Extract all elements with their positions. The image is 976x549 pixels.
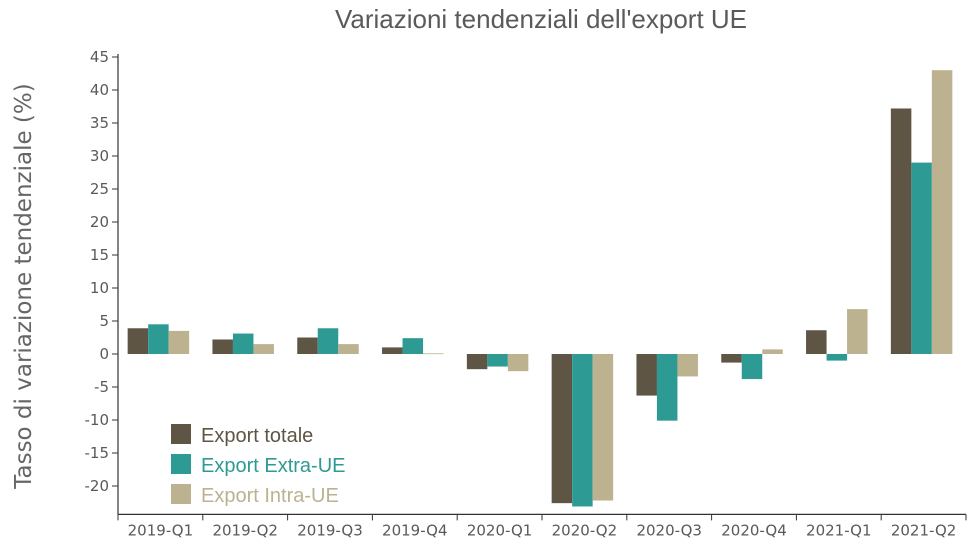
y-tick-label: 30 [90, 147, 109, 165]
chart-axes: -20 -15 -10 -5 0 5 10 15 20 25 30 35 40 45 2019-Q1 2019… [85, 48, 967, 539]
bar [382, 347, 403, 354]
y-tick-label: 20 [90, 213, 109, 231]
bar [212, 339, 233, 354]
y-tick-label: 40 [90, 81, 109, 99]
bar [741, 354, 763, 380]
bar [551, 354, 573, 504]
bar [890, 108, 912, 354]
y-tick-label: 15 [90, 246, 109, 264]
chart-title: Variazioni tendenziali dell'export UE [334, 4, 748, 34]
bar [636, 354, 657, 396]
y-tick-label: 25 [90, 180, 109, 198]
bar [402, 338, 424, 354]
bar [721, 354, 742, 363]
bar [931, 70, 953, 354]
bar [127, 328, 149, 354]
bar [466, 354, 488, 370]
y-tick-label: 10 [90, 279, 109, 297]
legend-label: Export Intra-UE [201, 485, 339, 507]
legend-swatch [171, 454, 191, 474]
x-tick-label: 2019-Q3 [297, 521, 363, 539]
bar [806, 330, 827, 354]
bar [847, 309, 868, 354]
x-tick-label: 2021-Q2 [891, 521, 957, 539]
chart-bars [127, 70, 953, 507]
x-tick-label: 2020-Q4 [721, 521, 787, 539]
chart-legend: Export totale Export Extra-UE Export Intra… [171, 424, 345, 507]
bar [656, 354, 678, 421]
x-tick-label: 2019-Q2 [212, 521, 278, 539]
y-axis-label: Tasso di variazione tendenziale (%) [11, 83, 37, 490]
bar [168, 330, 190, 354]
bar [592, 354, 614, 501]
x-tick-label: 2019-Q1 [128, 521, 194, 539]
bar [762, 349, 783, 354]
bar [253, 344, 274, 354]
y-tick-label: 5 [99, 312, 109, 330]
y-tick-label: 35 [90, 114, 109, 132]
bar [423, 353, 444, 355]
bar [507, 354, 529, 372]
bar [148, 324, 169, 354]
bar [338, 344, 359, 354]
y-tick-label: 0 [99, 345, 109, 363]
bar [911, 162, 932, 354]
y-tick-label: -10 [85, 411, 110, 429]
legend-swatch [171, 484, 191, 504]
legend-label: Export totale [201, 425, 313, 447]
bar [826, 354, 848, 361]
x-tick-label: 2021-Q1 [806, 521, 872, 539]
x-tick-label: 2019-Q4 [382, 521, 448, 539]
bar [297, 337, 318, 354]
bar [572, 354, 593, 507]
bar [317, 328, 339, 354]
y-tick-label: -20 [85, 477, 110, 495]
y-tick-label: -5 [94, 378, 109, 396]
legend-swatch [171, 424, 191, 444]
bar [232, 333, 254, 354]
y-tick-label: -15 [85, 444, 110, 462]
x-tick-label: 2020-Q2 [552, 521, 618, 539]
x-tick-label: 2020-Q1 [467, 521, 533, 539]
bar [487, 354, 508, 367]
y-tick-label: 45 [90, 48, 109, 66]
legend-label: Export Extra-UE [201, 455, 345, 477]
x-tick-label: 2020-Q3 [636, 521, 702, 539]
bar [677, 354, 698, 377]
